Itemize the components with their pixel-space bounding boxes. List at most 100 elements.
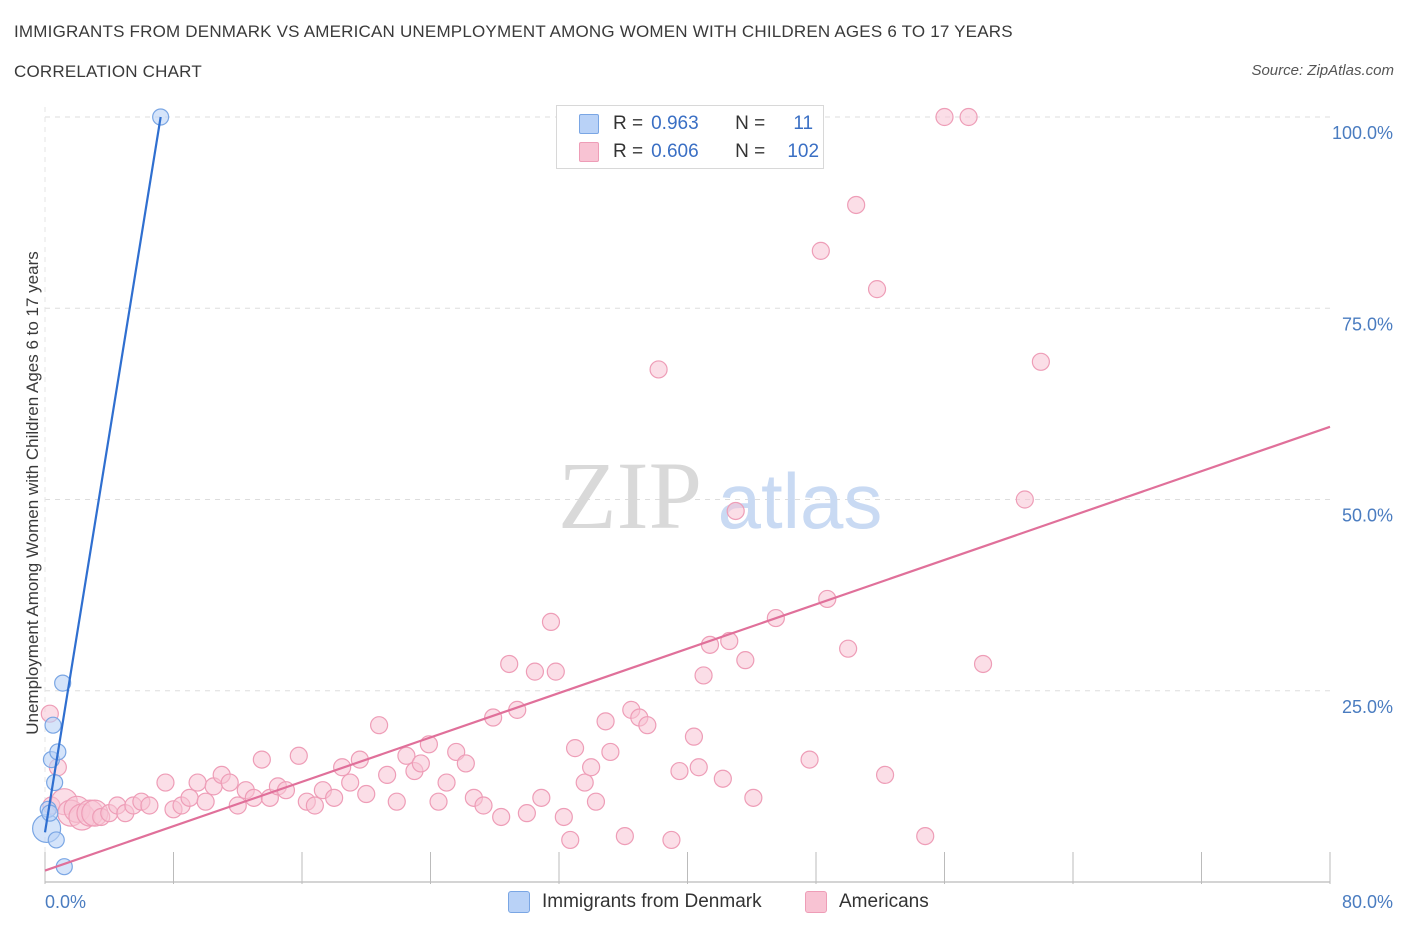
american-point: [140, 796, 159, 815]
american-point: [411, 754, 430, 773]
denmark-point: [44, 716, 62, 734]
denmark-point: [47, 831, 65, 849]
american-point: [305, 796, 324, 815]
american-point: [726, 501, 745, 521]
chart-title: IMMIGRANTS FROM DENMARK VS AMERICAN UNEM…: [14, 22, 1013, 41]
american-point: [492, 807, 511, 827]
american-point: [196, 792, 215, 811]
axes: [44, 852, 1331, 884]
legend-row-denmark: R = 0.963 N = 11: [579, 111, 827, 137]
american-point: [596, 712, 615, 731]
american-point: [341, 773, 360, 792]
american-point: [289, 746, 308, 765]
american-point: [670, 761, 689, 781]
american-point: [959, 107, 978, 127]
bottom-legend-swatch-denmark: [508, 891, 530, 913]
american-point: [429, 792, 448, 811]
american-point: [811, 241, 830, 260]
legend-n-value: 11: [793, 113, 814, 134]
american-point: [474, 796, 493, 815]
american-point: [575, 773, 594, 792]
american-point: [744, 788, 763, 807]
american-point: [370, 716, 389, 735]
american-point: [875, 765, 895, 785]
american-point: [847, 195, 866, 215]
y-tick-label: 75.0%: [1342, 314, 1393, 334]
american-point: [736, 651, 755, 670]
american-point: [252, 750, 271, 769]
american-point: [387, 792, 406, 811]
american-point: [582, 758, 601, 777]
american-point: [565, 739, 585, 758]
trend-lines: [43, 116, 1331, 872]
american-point: [156, 773, 175, 792]
american-point: [525, 662, 545, 681]
x-tick-label: 0.0%: [45, 892, 86, 912]
legend-swatch-denmark: [579, 114, 599, 134]
american-point: [615, 826, 634, 846]
legend-row-americans: R = 0.606 N = 102: [579, 139, 827, 165]
source-label: Source: ZipAtlas.com: [1251, 62, 1394, 79]
american-point: [546, 662, 565, 681]
american-point: [638, 716, 657, 735]
american-point: [532, 788, 551, 807]
y-axis-label: Unemployment Among Women with Children A…: [23, 251, 42, 735]
bottom-legend-swatch-americans: [805, 891, 827, 913]
bottom-legend-label-denmark: Immigrants from Denmark: [542, 891, 762, 912]
american-point: [935, 107, 954, 127]
american-point: [1015, 490, 1034, 509]
american-point: [586, 792, 606, 811]
american-point: [456, 754, 475, 773]
american-point: [397, 746, 416, 765]
american-point: [689, 758, 708, 777]
y-tick-label: 50.0%: [1342, 506, 1393, 526]
watermark-zip: ZIP: [558, 442, 702, 549]
american-point: [601, 742, 620, 762]
american-point: [867, 280, 887, 299]
american-point: [1031, 352, 1050, 371]
american-point: [713, 769, 732, 788]
legend-r-value: 0.606: [651, 141, 699, 162]
legend-n-label: N =: [735, 113, 766, 134]
american-point: [554, 807, 573, 827]
american-point: [649, 360, 668, 379]
american-point: [541, 612, 561, 632]
american-points: [40, 107, 1050, 850]
denmark-trend-line: [43, 116, 162, 833]
american-point: [561, 830, 580, 850]
correlation-legend: R = 0.963 N = 11 R = 0.606 N = 102: [556, 105, 824, 169]
american-point: [684, 727, 704, 746]
american-point: [188, 773, 207, 792]
american-point: [180, 788, 199, 807]
legend-r-value: 0.963: [651, 113, 699, 134]
legend-swatch-americans: [579, 142, 599, 162]
tick-labels: 100.0% 75.0% 50.0% 25.0% 0.0% 80.0%: [45, 123, 1393, 912]
legend-n-value: 102: [787, 141, 820, 162]
american-point: [973, 654, 993, 674]
american-point: [694, 666, 713, 685]
american-point: [228, 796, 247, 815]
american-point: [220, 773, 239, 792]
american-point: [839, 639, 858, 658]
american-point: [916, 826, 935, 846]
bottom-legend-denmark: Immigrants from Denmark: [508, 890, 762, 914]
american-point: [662, 830, 681, 850]
y-tick-label: 100.0%: [1332, 123, 1393, 143]
american-point: [500, 654, 519, 674]
american-trend-line: [44, 425, 1331, 872]
denmark-point: [54, 674, 72, 692]
bottom-legend-americans: Americans: [805, 890, 929, 914]
watermark-atlas: atlas: [718, 457, 883, 545]
american-point: [325, 788, 344, 807]
x-tick-label: 80.0%: [1342, 892, 1393, 912]
watermark: ZIP atlas: [558, 442, 882, 549]
legend-n-label: N =: [735, 141, 766, 162]
legend-r-label: R =: [613, 141, 644, 162]
american-point: [517, 804, 536, 823]
chart-subtitle: CORRELATION CHART: [14, 62, 202, 81]
american-point: [437, 773, 456, 792]
legend-r-label: R =: [613, 113, 644, 134]
american-point: [378, 765, 397, 785]
american-point: [357, 784, 376, 804]
